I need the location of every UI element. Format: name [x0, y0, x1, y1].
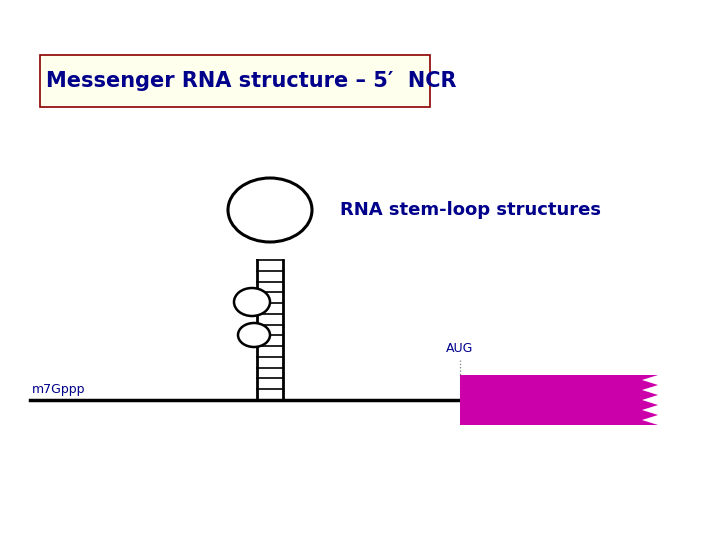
Text: AUG: AUG: [446, 342, 474, 355]
FancyBboxPatch shape: [40, 55, 430, 107]
Ellipse shape: [238, 323, 270, 347]
Text: Messenger RNA structure – 5′  NCR: Messenger RNA structure – 5′ NCR: [46, 71, 456, 91]
Ellipse shape: [228, 178, 312, 242]
Polygon shape: [460, 375, 658, 425]
Text: m7Gppp: m7Gppp: [32, 383, 86, 396]
Text: RNA stem-loop structures: RNA stem-loop structures: [340, 201, 601, 219]
Ellipse shape: [234, 288, 270, 316]
